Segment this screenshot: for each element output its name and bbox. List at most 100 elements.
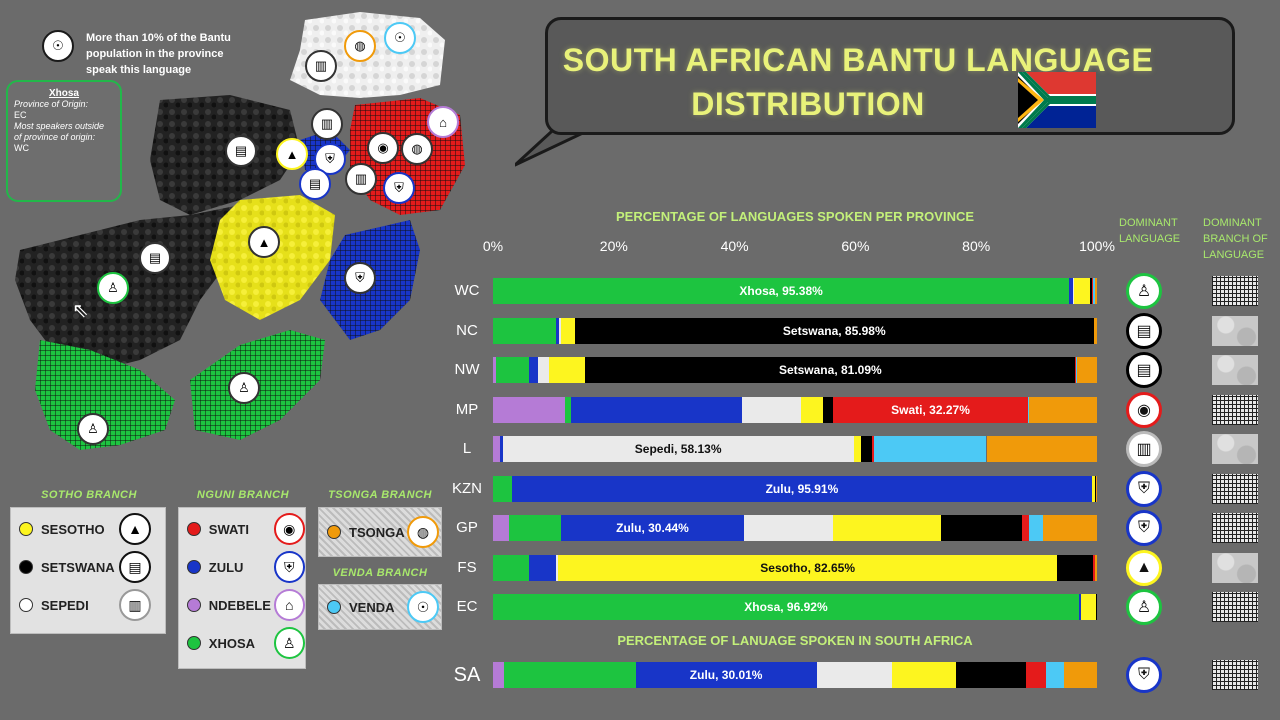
bar-segment-ndebele [493,515,510,541]
basket-icon: ▤ [299,168,331,200]
bar-segment-setswana [574,317,1094,344]
bar-segment-swati [1075,357,1077,383]
stacked-bar: Zulu, 30.44% [493,515,1097,541]
map-note-text: More than 10% of the Bantu population in… [86,32,231,76]
stacked-bar: Setswana, 85.98% [493,317,1097,344]
cone-dress-icon: ▲ [276,138,308,170]
bar-segment-sepedi [555,554,559,581]
basket-icon: ▤ [1126,352,1162,388]
stacked-bar: Xhosa, 95.38% [493,278,1097,304]
sotho-legend: SESOTHO ▲ SETSWANA ▤ SEPEDI ▥ [10,507,166,634]
bar-segment-venda [1093,278,1095,304]
bar-segment-sepedi [1091,475,1093,502]
bar-segment-xhosa [493,317,557,344]
bar-segment-swati [833,396,1028,423]
drum-icon: ◍ [344,30,376,62]
callout-line: of province of origin: [14,132,96,142]
venda-legend: VENDA ☉ [318,584,442,630]
map-note-icon: ☉ [42,30,74,62]
beaded-shirt-icon: ▥ [119,589,151,621]
bar-segment-xhosa [493,278,1070,304]
bar-segment-venda [1046,662,1065,688]
shield-icon: ⛨ [383,172,415,204]
bar-segment-sesotho [833,515,941,541]
callout-line: Province of Origin: [14,99,89,109]
branch-pattern-nguni [1212,473,1258,504]
legend-label: SESOTHO [41,521,105,537]
sepedi-swatch [19,598,33,612]
legend-label: VENDA [349,599,395,615]
bar-segment-tsonga [1028,396,1097,423]
basket-icon: ▤ [225,135,257,167]
setswana-swatch [19,560,33,574]
tsonga-swatch [327,525,341,539]
branch-pattern-nguni [1212,276,1258,306]
swati-swatch [187,522,201,536]
bar-segment-sesotho [1080,594,1097,620]
bar-segment-sesotho [891,662,956,688]
stacked-bar: Swati, 32.27% [493,396,1097,423]
bar-segment-swati [1093,554,1095,581]
bar-segment-setswana [955,662,1027,688]
sesotho-swatch [19,522,33,536]
x-tick-label: 80% [962,238,991,254]
stacked-bar: Setswana, 81.09% [493,357,1097,383]
basket-icon: ▤ [1126,312,1162,349]
bar-segment-zulu [556,317,560,344]
bar-segment-venda [1027,396,1029,423]
legend-label: NDEBELE [208,597,271,613]
bar-segment-venda [1028,515,1044,541]
beaded-shirt-icon: ▥ [345,163,377,195]
stacked-bar: Sesotho, 82.65% [493,554,1097,581]
x-tick-label: 60% [841,238,870,254]
branch-pattern-nguni [1212,660,1258,690]
tsonga-legend: TSONGA ◍ [318,507,442,557]
cone-dress-icon: ▲ [1126,549,1162,586]
bar-segment-swati [1021,515,1029,541]
mask-icon: ◉ [1126,391,1162,428]
zulu-swatch [187,560,201,574]
bar-segment-setswana [585,357,1076,383]
south-africa-flag-icon [1018,72,1096,128]
legend-label: TSONGA [349,524,405,540]
callout-line: WC [14,143,29,153]
bar-segment-xhosa [493,475,513,502]
bar-segment-ndebele [493,357,497,383]
mask-icon: ◉ [367,132,399,164]
bar-segment-zulu [571,396,742,423]
bar-segment-sesotho [558,554,1058,581]
bar-segment-setswana [823,396,834,423]
province-chart-title: PERCENTAGE OF LANGUAGES SPOKEN PER PROVI… [615,209,975,224]
bar-segment-setswana [860,436,872,462]
branch-pattern-nguni [1212,513,1258,543]
province-label: EC [456,598,478,615]
shield-icon: ⛨ [1126,510,1162,546]
bar-segment-xhosa [565,396,572,423]
venda-swatch [327,600,341,614]
bar-segment-tsonga [1096,475,1097,502]
bar-segment-sepedi [502,436,854,462]
bar-segment-sesotho [560,317,575,344]
bar-segment-swati [871,436,874,462]
stacked-bar: Xhosa, 96.92% [493,594,1097,620]
tsonga-branch-title: TSONGA BRANCH [328,489,432,501]
bar-segment-sesotho [548,357,586,383]
bar-segment-zulu [635,662,817,688]
cone-dress-icon: ▲ [119,513,151,545]
legend-item-setswana: SETSWANA ▤ [11,548,165,586]
shield-icon: ⛨ [1126,470,1162,507]
legend-label: SETSWANA [41,559,115,575]
bar-segment-xhosa [493,554,530,581]
bar-segment-zulu [560,515,745,541]
x-tick-label: 20% [599,238,628,254]
bar-segment-sepedi [538,357,549,383]
callout-line: Most speakers outside [14,121,105,131]
bar-segment-setswana [1094,475,1096,502]
mask-icon: ◉ [273,513,305,545]
page-title: SOUTH AFRICAN BANTU LANGUAGE DISTRIBUTIO… [548,38,1168,126]
bar-segment-sesotho [1092,475,1095,502]
bar-segment-xhosa [496,357,530,383]
x-tick-label: 40% [720,238,749,254]
legend-item-swati: SWATI ◉ [179,510,305,548]
bar-segment-ndebele [493,396,566,423]
